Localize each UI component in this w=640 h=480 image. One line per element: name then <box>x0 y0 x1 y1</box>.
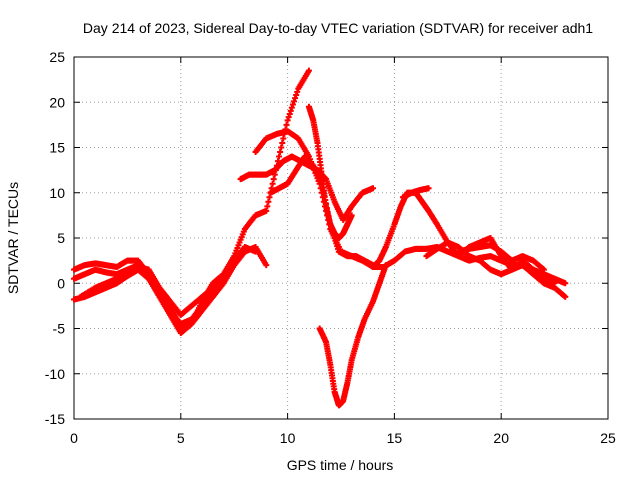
data-point <box>348 212 355 219</box>
x-tick-label: 5 <box>177 430 185 446</box>
chart-title: Day 214 of 2023, Sidereal Day-to-day VTE… <box>83 20 593 36</box>
data-point <box>551 280 558 287</box>
y-tick-label: -5 <box>53 321 66 337</box>
y-tick-label: -10 <box>45 366 65 382</box>
x-axis-title: GPS time / hours <box>287 457 394 473</box>
series-track-5 <box>237 153 377 223</box>
data-point <box>283 121 290 128</box>
data-point <box>287 107 294 114</box>
x-tick-label: 20 <box>493 430 509 446</box>
data-point <box>279 139 286 146</box>
data-point <box>265 198 272 205</box>
axis-ticks: 0 5 10 15 20 25 -15 -10 -5 0 5 10 15 20 25 <box>45 49 616 446</box>
y-tick-label: 25 <box>49 49 65 65</box>
data-point <box>276 153 283 160</box>
series-track-8 <box>305 103 355 241</box>
grid-lines <box>74 57 608 419</box>
y-axis-title: SDTVAR / TECUs <box>5 182 21 294</box>
data-point <box>562 293 569 300</box>
x-tick-label: 15 <box>387 430 403 446</box>
x-tick-label: 25 <box>600 430 616 446</box>
series-track-9 <box>316 262 389 409</box>
data-point <box>425 185 432 192</box>
data-point <box>370 185 377 192</box>
series-track-11 <box>399 185 432 201</box>
data-point <box>284 117 291 124</box>
data-point <box>382 262 389 269</box>
x-tick-label: 10 <box>280 430 296 446</box>
y-tick-label: -15 <box>45 411 65 427</box>
data-point <box>294 88 301 95</box>
y-tick-label: 10 <box>49 185 65 201</box>
data-point <box>562 280 569 287</box>
series-track-12 <box>423 239 558 287</box>
data-point <box>220 275 227 282</box>
data-point <box>264 203 271 210</box>
y-tick-label: 5 <box>57 230 65 246</box>
data-point <box>263 262 270 269</box>
data-point <box>292 95 299 102</box>
data-point <box>280 135 287 142</box>
data-point <box>286 111 293 118</box>
data-point <box>269 180 276 187</box>
data-point <box>305 67 312 74</box>
data-point <box>293 92 300 99</box>
y-tick-label: 20 <box>49 94 65 110</box>
data-series <box>71 67 569 409</box>
series-track-4 <box>77 263 227 318</box>
data-point <box>278 144 285 151</box>
data-point <box>252 248 259 255</box>
data-point <box>288 104 295 111</box>
y-tick-label: 0 <box>57 275 65 291</box>
data-point <box>266 194 273 201</box>
series-track-13 <box>455 242 547 273</box>
x-tick-label: 0 <box>70 430 78 446</box>
data-point <box>270 176 277 183</box>
data-point <box>540 266 547 273</box>
y-tick-label: 15 <box>49 140 65 156</box>
data-point <box>263 207 270 214</box>
data-point <box>277 149 284 156</box>
data-point <box>291 98 298 105</box>
data-point <box>289 101 296 108</box>
data-point <box>285 114 292 121</box>
